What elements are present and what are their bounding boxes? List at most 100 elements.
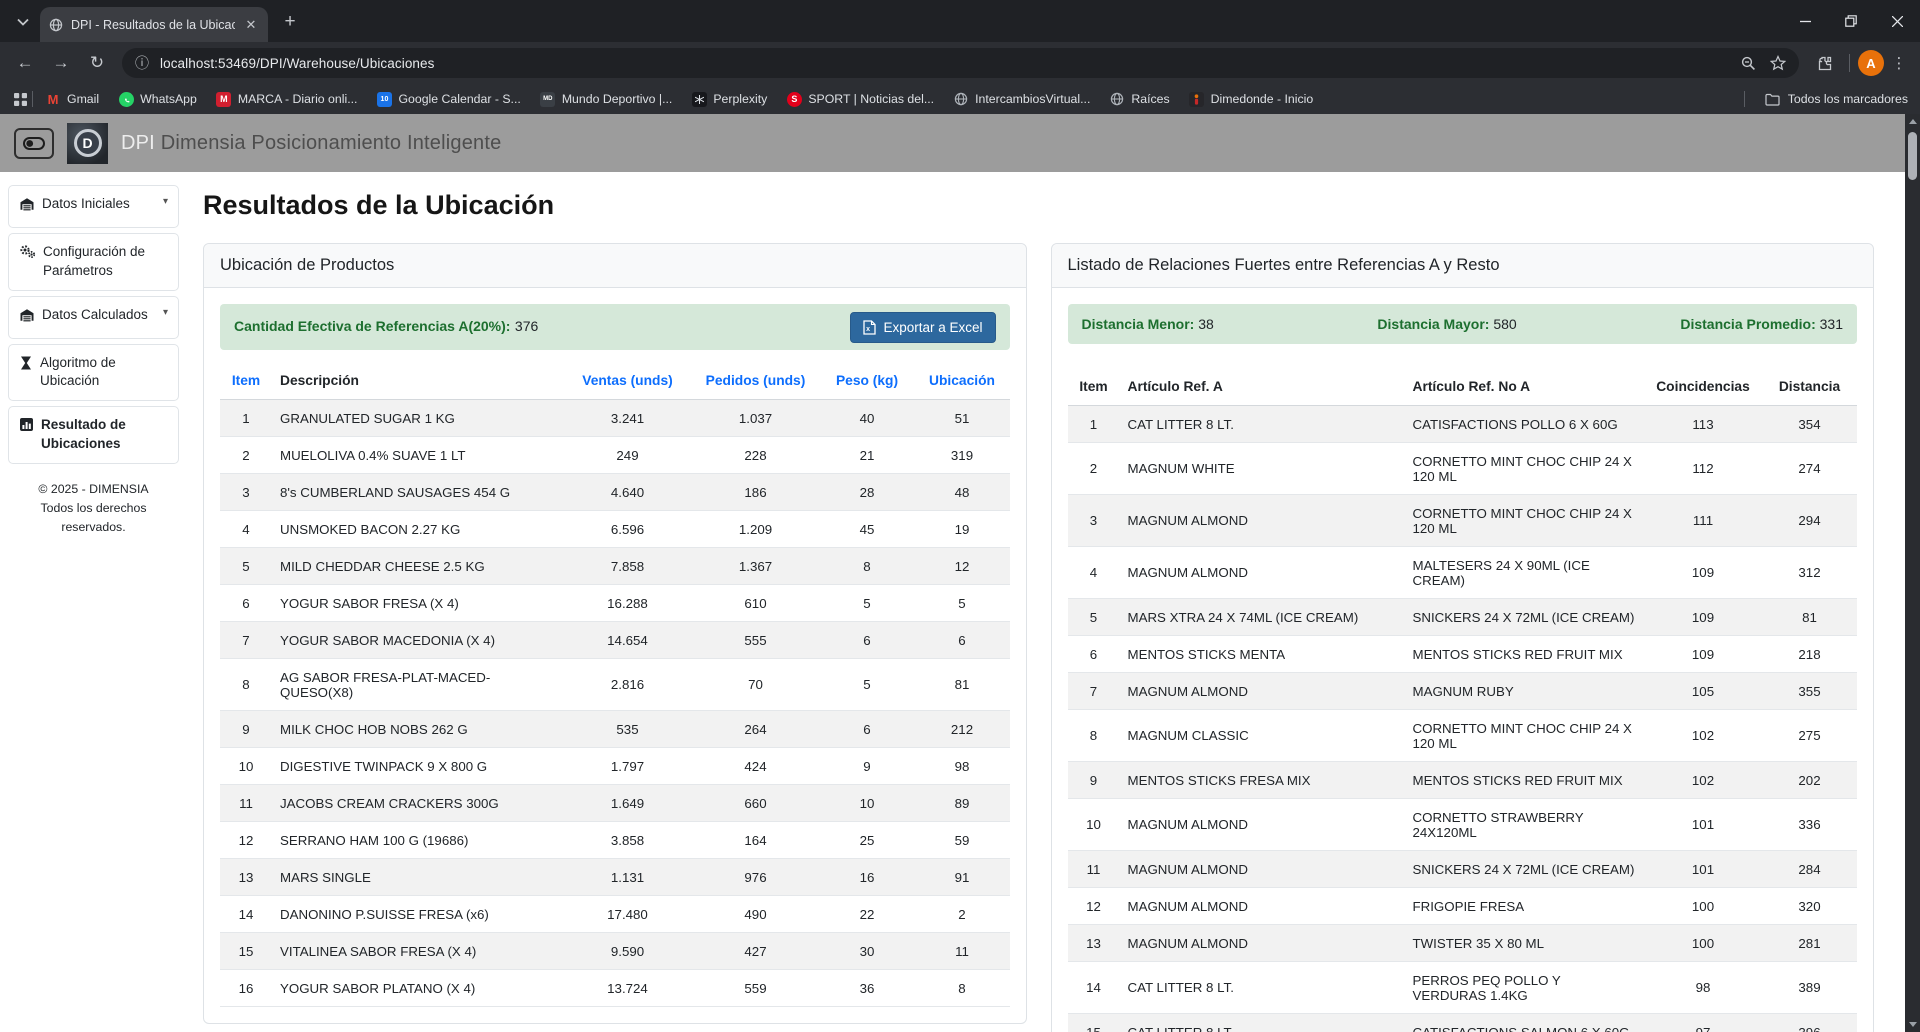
table-cell: 202 bbox=[1762, 762, 1857, 799]
sidebar-item-configuraci-n-de-par-metros[interactable]: Configuración de Parámetros bbox=[8, 233, 179, 291]
column-header-ventas-unds-[interactable]: Ventas (unds) bbox=[564, 362, 692, 400]
url-text[interactable]: localhost:53469/DPI/Warehouse/Ubicacione… bbox=[160, 56, 1733, 71]
zoom-icon[interactable] bbox=[1733, 50, 1763, 76]
sidebar-item-resultado-de-ubicaciones[interactable]: Resultado de Ubicaciones bbox=[8, 406, 179, 464]
browser-tab-active[interactable]: DPI - Resultados de la Ubicació ✕ bbox=[40, 7, 268, 42]
table-row: 12MAGNUM ALMONDFRIGOPIE FRESA100320 bbox=[1068, 888, 1858, 925]
table-cell: 28 bbox=[820, 474, 915, 511]
extensions-button[interactable] bbox=[1807, 46, 1841, 80]
bookmark-item[interactable]: Dimedonde - Inicio bbox=[1189, 91, 1314, 107]
sidebar-item-datos-iniciales[interactable]: Datos Iniciales▾ bbox=[8, 185, 179, 228]
apps-grid-icon[interactable] bbox=[12, 91, 28, 107]
table-cell: 12 bbox=[220, 822, 272, 859]
export-excel-button[interactable]: x Exportar a Excel bbox=[850, 312, 995, 343]
new-tab-button[interactable]: + bbox=[276, 8, 304, 36]
column-header-item[interactable]: Item bbox=[220, 362, 272, 400]
table-cell: 3.858 bbox=[564, 822, 692, 859]
window-close-button[interactable] bbox=[1874, 0, 1920, 42]
page-scrollbar[interactable] bbox=[1905, 114, 1920, 1032]
tab-search-button[interactable] bbox=[8, 7, 38, 37]
table-cell: PERROS PEQ POLLO Y VERDURAS 1.4KG bbox=[1405, 962, 1645, 1014]
table-cell: 111 bbox=[1644, 495, 1762, 547]
browser-menu-button[interactable]: ⋮ bbox=[1886, 54, 1912, 72]
table-cell: 109 bbox=[1644, 636, 1762, 673]
table-cell: 2.816 bbox=[564, 659, 692, 711]
table-cell: 1.131 bbox=[564, 859, 692, 896]
table-cell: 1.649 bbox=[564, 785, 692, 822]
table-cell: 249 bbox=[564, 437, 692, 474]
column-header-distancia: Distancia bbox=[1762, 368, 1857, 406]
table-cell: 5 bbox=[820, 659, 915, 711]
table-row: 15CAT LITTER 8 LT.CATISFACTIONS SALMON 6… bbox=[1068, 1014, 1858, 1032]
warehouse-icon bbox=[19, 307, 35, 329]
bookmark-label: Gmail bbox=[67, 92, 99, 106]
table-cell: 3 bbox=[220, 474, 272, 511]
table-row: 4MAGNUM ALMONDMALTESERS 24 X 90ML (ICE C… bbox=[1068, 547, 1858, 599]
table-cell: 294 bbox=[1762, 495, 1857, 547]
table-cell: SERRANO HAM 100 G (19686) bbox=[272, 822, 564, 859]
sidebar-item-datos-calculados[interactable]: Datos Calculados▾ bbox=[8, 296, 179, 339]
all-bookmarks-label[interactable]: Todos los marcadores bbox=[1788, 92, 1908, 106]
table-cell: 2 bbox=[220, 437, 272, 474]
bookmark-item[interactable]: WhatsApp bbox=[118, 91, 197, 107]
bookmark-item[interactable]: MGmail bbox=[45, 91, 99, 107]
bookmark-item[interactable]: SSPORT | Noticias del... bbox=[786, 91, 934, 107]
table-cell: MENTOS STICKS FRESA MIX bbox=[1120, 762, 1405, 799]
sidebar-item-algoritmo-de-ubicaci-n[interactable]: Algoritmo de Ubicación bbox=[8, 344, 179, 402]
bookmark-label: WhatsApp bbox=[140, 92, 197, 106]
table-cell: JACOBS CREAM CRACKERS 300G bbox=[272, 785, 564, 822]
bookmark-item[interactable]: MMARCA - Diario onli... bbox=[216, 91, 358, 107]
window-minimize-button[interactable] bbox=[1782, 0, 1828, 42]
table-cell: 7 bbox=[220, 622, 272, 659]
bookmark-label: Raíces bbox=[1131, 92, 1169, 106]
column-header-pedidos-unds-[interactable]: Pedidos (unds) bbox=[692, 362, 820, 400]
table-cell: VITALINEA SABOR FRESA (X 4) bbox=[272, 933, 564, 970]
back-button[interactable]: ← bbox=[8, 46, 42, 80]
bookmark-item[interactable]: IntercambiosVirtual... bbox=[953, 91, 1090, 107]
bookmark-item[interactable]: Raíces bbox=[1109, 91, 1169, 107]
table-cell: MAGNUM CLASSIC bbox=[1120, 710, 1405, 762]
table-cell: DANONINO P.SUISSE FRESA (x6) bbox=[272, 896, 564, 933]
table-cell: 11 bbox=[1068, 851, 1120, 888]
bookmark-item[interactable]: MDMundo Deportivo |... bbox=[540, 91, 673, 107]
table-cell: 1 bbox=[220, 400, 272, 437]
brand-rest: Dimensia Posicionamiento Inteligente bbox=[161, 132, 502, 154]
table-row: 3MAGNUM ALMONDCORNETTO MINT CHOC CHIP 24… bbox=[1068, 495, 1858, 547]
site-info-icon[interactable]: ⓘ bbox=[135, 53, 149, 73]
table-cell: 9 bbox=[820, 748, 915, 785]
url-bar[interactable]: ⓘ localhost:53469/DPI/Warehouse/Ubicacio… bbox=[122, 48, 1799, 78]
column-header-peso-kg-[interactable]: Peso (kg) bbox=[820, 362, 915, 400]
scrollbar-down-icon[interactable] bbox=[1905, 1017, 1920, 1032]
bookmark-item[interactable]: 10Google Calendar - S... bbox=[376, 91, 520, 107]
logo-d-emblem: D bbox=[74, 129, 102, 157]
minimize-icon bbox=[1800, 16, 1811, 27]
column-header-coincidencias: Coincidencias bbox=[1644, 368, 1762, 406]
table-cell: YOGUR SABOR FRESA (X 4) bbox=[272, 585, 564, 622]
bookmark-item[interactable]: Perplexity bbox=[691, 91, 767, 107]
scrollbar-up-icon[interactable] bbox=[1905, 114, 1920, 129]
forward-button[interactable]: → bbox=[44, 46, 78, 80]
table-cell: MAGNUM ALMOND bbox=[1120, 799, 1405, 851]
profile-avatar[interactable]: A bbox=[1858, 50, 1884, 76]
window-restore-button[interactable] bbox=[1828, 0, 1874, 42]
sidebar: Datos Iniciales▾ Configuración de Parámet… bbox=[0, 172, 187, 1032]
sidebar-toggle-button[interactable] bbox=[14, 128, 54, 159]
table-cell: 5 bbox=[220, 548, 272, 585]
table-cell: 81 bbox=[915, 659, 1010, 711]
scrollbar-thumb[interactable] bbox=[1908, 132, 1917, 180]
table-row: 2MUELOLIVA 0.4% SUAVE 1 LT24922821319 bbox=[220, 437, 1010, 474]
table-cell: 559 bbox=[692, 970, 820, 1007]
tab-close-icon[interactable]: ✕ bbox=[243, 17, 259, 33]
relations-card-header: Listado de Relaciones Fuertes entre Refe… bbox=[1052, 244, 1874, 288]
table-row: 11JACOBS CREAM CRACKERS 300G1.6496601089 bbox=[220, 785, 1010, 822]
table-cell: 3.241 bbox=[564, 400, 692, 437]
table-cell: 6 bbox=[820, 711, 915, 748]
products-card-header: Ubicación de Productos bbox=[204, 244, 1026, 288]
bookmarks-divider bbox=[1744, 91, 1745, 107]
column-header-ubicaci-n[interactable]: Ubicación bbox=[915, 362, 1010, 400]
browser-toolbar: ← → ↻ ⓘ localhost:53469/DPI/Warehouse/Ub… bbox=[0, 42, 1920, 84]
warehouse-icon bbox=[19, 196, 35, 218]
column-header-art-culo-ref-no-a: Artículo Ref. No A bbox=[1405, 368, 1645, 406]
bookmark-star-icon[interactable] bbox=[1763, 50, 1793, 76]
reload-button[interactable]: ↻ bbox=[80, 46, 114, 80]
